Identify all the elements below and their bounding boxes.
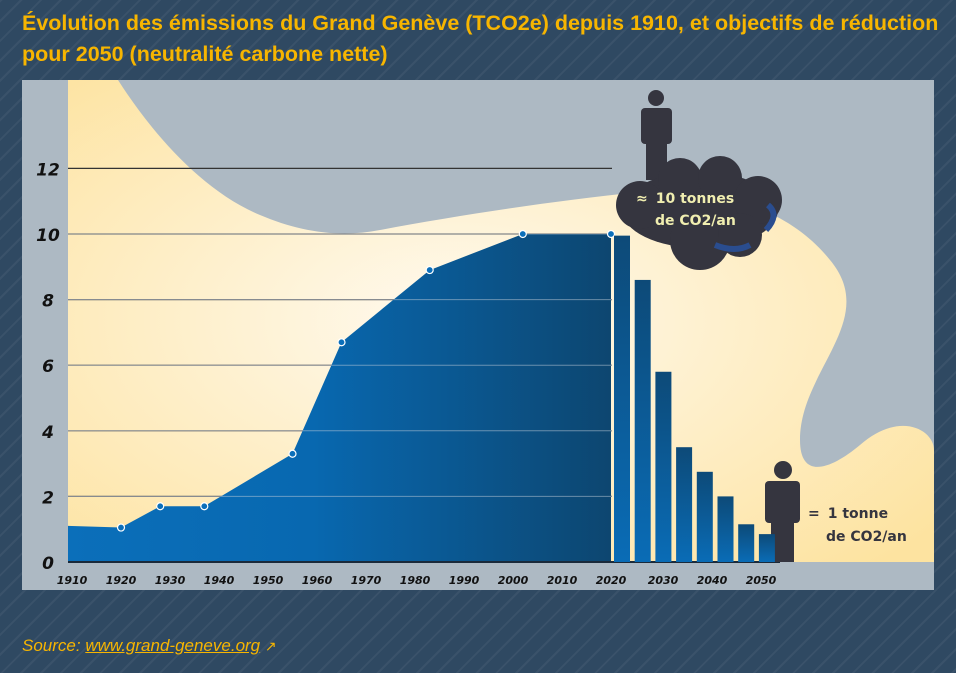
x-tick-label: 1980: [400, 574, 431, 587]
low-annotation-line2: de CO2/an: [826, 529, 907, 545]
approx-symbol: ≈: [636, 191, 648, 207]
x-tick-label: 1920: [106, 574, 137, 587]
data-point: [425, 265, 434, 275]
target-bar: [634, 279, 651, 562]
equals-symbol: =: [808, 506, 820, 522]
x-tick-label: 1940: [204, 574, 235, 587]
x-tick-label: 1950: [253, 574, 284, 587]
data-point: [518, 229, 527, 239]
svg-text:≈10 tonnes: ≈10 tonnes: [636, 191, 734, 207]
svg-text:=1 tonne: = 1 tonne: [808, 506, 888, 522]
high-annotation-line2: de CO2/an: [655, 213, 736, 229]
source-link[interactable]: www.grand-geneve.org: [85, 636, 261, 655]
historical-emissions-area: [68, 234, 611, 562]
target-bar: [696, 471, 713, 562]
data-point: [288, 449, 297, 458]
x-tick-label: 1930: [155, 574, 186, 587]
target-bar: [758, 534, 775, 562]
x-tick-label: 2010: [547, 574, 578, 587]
y-tick-label: 2: [42, 488, 54, 508]
target-bar: [655, 371, 672, 562]
x-tick-label: 2020: [596, 574, 627, 587]
target-bar: [738, 524, 755, 562]
source-label: Source:: [22, 636, 86, 655]
target-bar: [717, 496, 734, 562]
high-annotation-line1: 10 tonnes: [656, 191, 734, 207]
x-tick-label: 1990: [449, 574, 480, 587]
target-bar: [614, 235, 630, 562]
chart-title: Évolution des émissions du Grand Genève …: [22, 11, 939, 66]
data-point: [337, 338, 346, 347]
x-tick-label: 1960: [302, 574, 333, 587]
y-tick-label: 12: [36, 160, 60, 180]
y-tick-label: 0: [42, 554, 54, 574]
data-point: [116, 523, 126, 532]
source-line: Source: www.grand-geneve.org ↗: [22, 636, 277, 656]
person-icon-small: [765, 461, 800, 562]
cloud-icon: [616, 156, 782, 270]
x-tick-label: 2040: [697, 574, 728, 587]
data-point: [606, 229, 616, 239]
y-tick-label: 6: [42, 357, 54, 377]
target-bar: [676, 447, 693, 562]
x-tick-label: 2030: [648, 574, 679, 587]
data-point: [200, 502, 209, 511]
y-tick-label: 10: [36, 226, 60, 246]
external-link-icon: ↗: [264, 638, 277, 654]
y-tick-label: 8: [42, 292, 54, 312]
x-tick-label: 2000: [498, 574, 529, 587]
data-point: [156, 502, 165, 511]
x-tick-label: 1910: [57, 574, 88, 587]
y-tick-label: 4: [41, 423, 54, 443]
low-annotation-line1: 1 tonne: [828, 506, 888, 522]
x-tick-label: 2050: [746, 574, 777, 587]
x-tick-label: 1970: [351, 574, 382, 587]
